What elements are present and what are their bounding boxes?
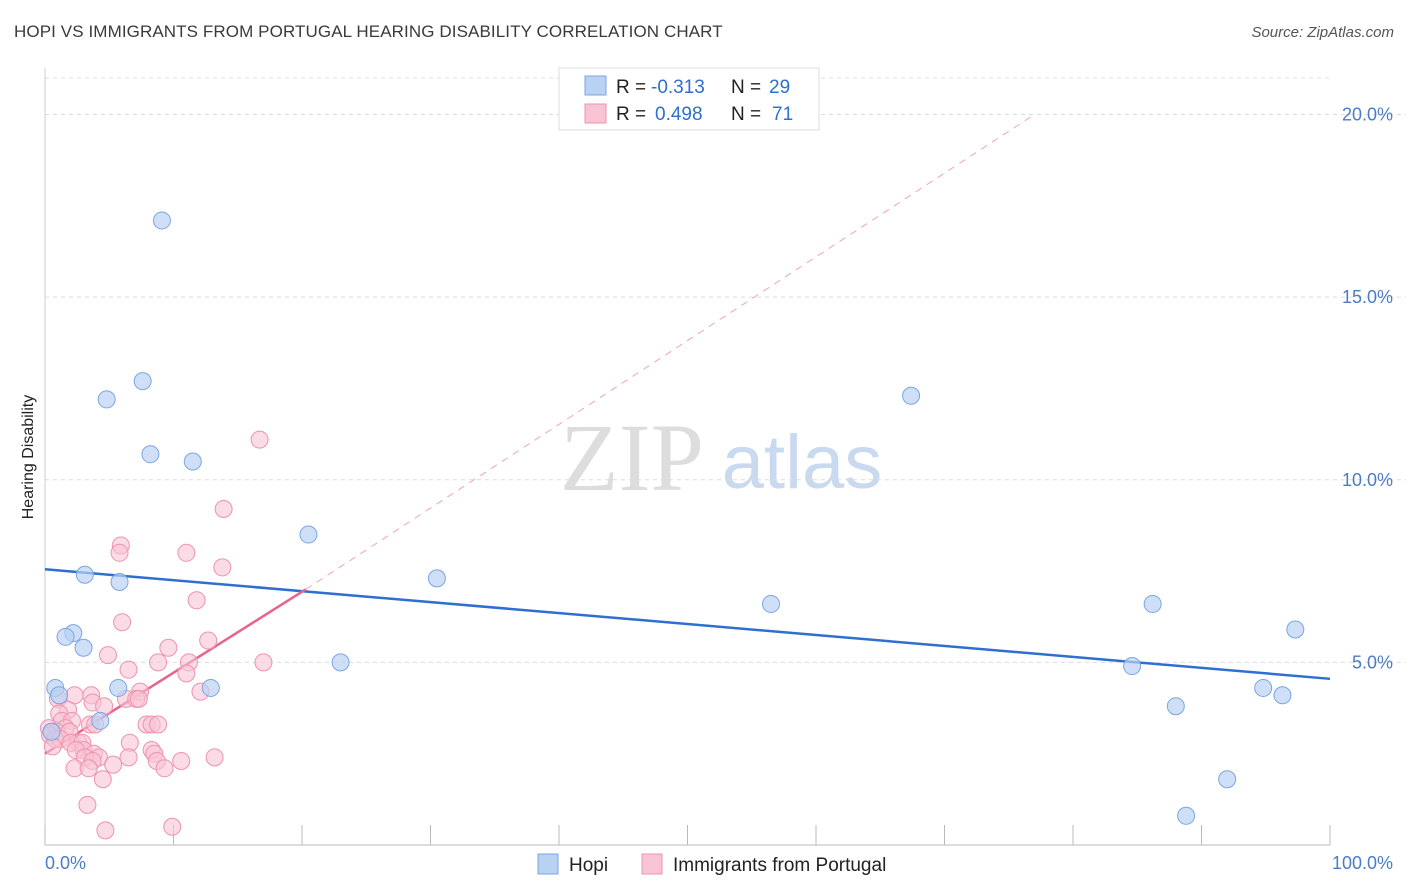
hopi-point: [133, 372, 152, 391]
legend-r-label-hopi: R =: [616, 77, 646, 98]
portugal-point: [177, 664, 196, 683]
watermark-atlas: atlas: [722, 420, 883, 505]
chart-title: HOPI VS IMMIGRANTS FROM PORTUGAL HEARING…: [14, 22, 723, 41]
y-tick-label: 15.0%: [1342, 287, 1393, 307]
legend-r-label-portugal: R =: [616, 104, 646, 125]
y-axis-label: Hearing Disability: [20, 395, 37, 520]
portugal-point: [199, 631, 218, 650]
hopi-point: [141, 445, 160, 464]
hopi-point: [902, 386, 921, 405]
hopi-point: [427, 569, 446, 588]
portugal-point: [110, 543, 129, 562]
legend-swatch-portugal: [584, 103, 607, 124]
portugal-point: [149, 653, 168, 672]
portugal-trend-extension: [305, 114, 1035, 590]
hopi-point: [299, 525, 318, 544]
hopi-point: [331, 653, 350, 672]
bottom-legend-label-hopi: Hopi: [569, 855, 608, 876]
portugal-point: [98, 646, 117, 665]
portugal-point: [119, 660, 138, 679]
hopi-point: [110, 573, 129, 592]
legend-n-value-hopi: 29: [769, 77, 790, 98]
portugal-point: [250, 430, 269, 449]
portugal-point: [163, 817, 182, 836]
hopi-point: [201, 678, 220, 697]
hopi-trend-line: [44, 567, 1331, 681]
hopi-point: [1177, 806, 1196, 825]
portugal-point: [93, 770, 112, 789]
portugal-point: [79, 759, 98, 778]
series-legend: Hopi Immigrants from Portugal: [537, 853, 886, 876]
x-tick-label-min: 0.0%: [45, 853, 86, 873]
legend-n-label-hopi: N =: [731, 77, 761, 98]
hopi-point: [42, 722, 61, 741]
portugal-point: [187, 591, 206, 610]
portugal-point: [172, 751, 191, 770]
hopi-point: [1286, 620, 1305, 639]
portugal-point: [159, 638, 178, 657]
watermark: ZIP atlas: [560, 404, 882, 511]
portugal-point: [149, 715, 168, 734]
y-tick-label: 10.0%: [1342, 470, 1393, 490]
hopi-point: [109, 678, 128, 697]
legend-n-label-portugal: N =: [731, 104, 761, 125]
hopi-point: [50, 686, 69, 705]
legend-r-value-hopi: -0.313: [651, 77, 705, 98]
hopi-point: [1273, 686, 1292, 705]
portugal-point: [177, 543, 196, 562]
portugal-point: [104, 755, 123, 774]
portugal-point: [119, 748, 138, 767]
hopi-point: [1218, 770, 1237, 789]
series-hopi-points: [42, 211, 1305, 825]
watermark-zip: ZIP: [560, 404, 704, 511]
hopi-point: [56, 627, 75, 646]
portugal-point: [205, 748, 224, 767]
hopi-point: [1166, 697, 1185, 716]
bottom-legend-label-portugal: Immigrants from Portugal: [673, 855, 886, 876]
portugal-point: [155, 759, 174, 778]
y-tick-label: 5.0%: [1352, 652, 1393, 672]
hopi-point: [97, 390, 116, 409]
hopi-point: [762, 594, 781, 613]
x-tick-labels: 0.0% 100.0%: [45, 853, 1393, 873]
source-label: Source: ZipAtlas.com: [1251, 24, 1394, 41]
bottom-legend-swatch-hopi: [537, 853, 559, 875]
legend-n-value-portugal: 71: [772, 104, 793, 125]
hopi-point: [75, 565, 94, 584]
hopi-point: [91, 711, 110, 730]
portugal-point: [213, 558, 232, 577]
portugal-point: [113, 613, 132, 632]
legend-r-value-portugal: 0.498: [655, 104, 703, 125]
grid: [45, 77, 1406, 663]
hopi-point: [1143, 594, 1162, 613]
portugal-point: [254, 653, 273, 672]
portugal-point: [214, 499, 233, 518]
hopi-point: [1123, 657, 1142, 676]
correlation-legend: R = -0.313 N = 29 R = 0.498 N = 71: [558, 67, 820, 131]
x-tick-label-max: 100.0%: [1332, 853, 1393, 873]
bottom-legend-swatch-portugal: [641, 853, 663, 875]
portugal-point: [78, 795, 97, 814]
legend-swatch-hopi: [584, 75, 607, 96]
y-tick-label: 20.0%: [1342, 105, 1393, 125]
portugal-point: [129, 689, 148, 708]
hopi-point: [183, 452, 202, 471]
hopi-point: [1254, 678, 1273, 697]
y-tick-labels: 5.0% 10.0% 15.0% 20.0%: [1342, 105, 1393, 673]
portugal-point: [96, 821, 115, 840]
hopi-point: [152, 211, 171, 230]
hopi-point: [74, 638, 93, 657]
